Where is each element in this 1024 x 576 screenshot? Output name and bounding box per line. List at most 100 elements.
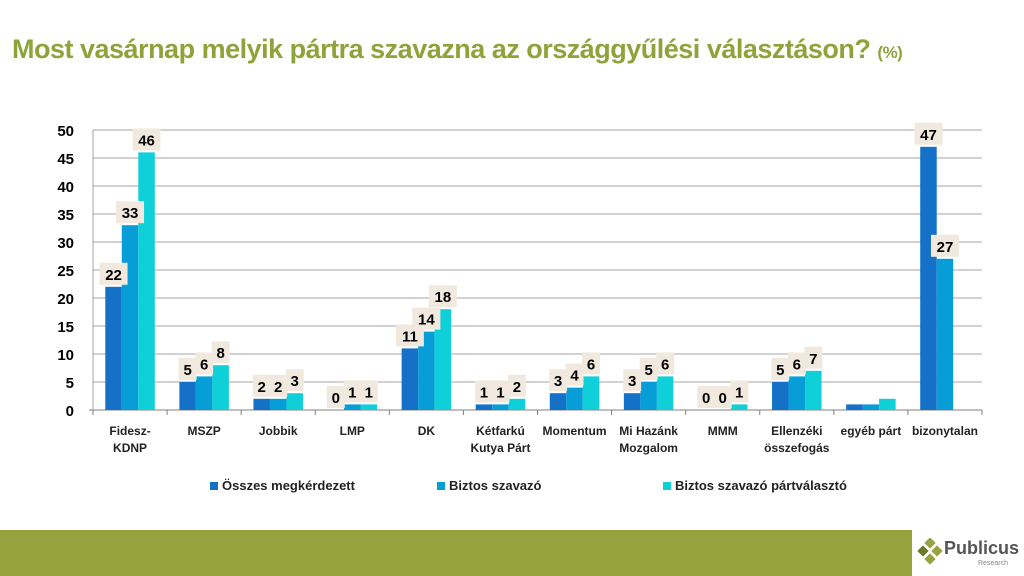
data-label: 18 [435,289,452,306]
x-tick-label: LMP [340,424,365,438]
data-label-bg [623,369,642,392]
y-tick-label: 5 [66,375,74,392]
legend-label: Biztos szavazó [449,478,542,493]
data-label: 2 [274,379,282,396]
data-label: 47 [920,127,937,144]
logo-subtext: Research [978,560,1008,567]
data-label-bg [99,262,128,285]
x-tick-label: DK [418,424,436,438]
data-label-bg [713,386,732,408]
y-tick-label: 10 [57,347,74,364]
data-label-bg [730,380,749,403]
bar [772,382,789,410]
x-tick-label: Mozgalom [619,441,678,455]
data-label-bg [639,358,658,380]
data-label-bg [359,380,378,403]
data-label: 0 [332,390,340,407]
y-tick-label: 35 [57,207,74,224]
data-label: 33 [122,205,139,222]
data-label-bg [412,307,441,330]
y-tick-label: 45 [57,151,74,168]
bar [138,152,155,410]
bar [344,404,361,410]
data-label: 5 [644,362,652,379]
x-tick-label: összefogás [764,441,830,455]
page-title: Most vasárnap melyik pártra szavazna az … [12,34,903,65]
data-label: 6 [793,356,801,373]
legend-swatch [210,481,218,490]
bar [253,398,270,410]
bar [286,393,303,410]
data-label: 2 [513,379,521,396]
title-main: Most vasárnap melyik pártra szavazna az … [12,34,871,64]
y-tick-label: 40 [57,179,74,196]
bar [920,146,937,411]
data-label-bg [428,285,457,308]
bar [862,404,880,410]
x-tick-label: Kétfarkú [476,424,525,438]
y-tick-label: 25 [57,263,74,280]
bar [730,404,748,410]
title-unit: (%) [877,43,903,62]
y-tick-label: 15 [57,319,74,336]
data-label: 8 [216,345,224,362]
data-label-bg [930,234,959,257]
data-label: 5 [776,362,784,379]
data-label-bg [285,369,304,392]
data-label: 6 [200,356,208,373]
bar [508,398,526,410]
bar [805,370,822,410]
data-label: 1 [496,384,504,401]
data-label: 4 [570,368,579,385]
data-label-bg [178,358,197,380]
x-tick-label: MSZP [187,424,220,438]
legend-swatch [663,481,671,490]
bar [401,348,419,410]
bar [879,398,896,410]
bar [105,286,122,410]
y-tick-label: 30 [57,235,74,252]
x-tick-label: KDNP [113,441,147,455]
data-label: 7 [809,351,817,368]
data-label: 14 [418,312,435,329]
legend-label: Biztos szavazó pártválasztó [675,478,847,493]
data-label: 2 [258,379,266,396]
data-label: 6 [661,356,669,373]
data-label-bg [771,358,790,380]
data-label: 6 [587,356,595,373]
x-tick-label: Momentum [543,424,607,438]
x-tick-label: Ellenzéki [771,424,822,438]
data-label-bg [549,369,568,392]
data-label: 1 [365,384,373,401]
y-tick-label: 50 [57,123,74,140]
data-label-bg [565,363,584,386]
x-tick-label: Mi Hazánk [619,424,678,438]
data-label-bg [697,386,716,408]
data-label-bg [582,352,601,375]
data-label-bg [491,380,510,403]
data-label: 0 [719,390,727,407]
x-tick-label: egyéb párt [841,424,902,438]
legend-item-2: Biztos szavazó pártválasztó [663,478,847,493]
data-label-bg [252,374,271,397]
bar [195,376,213,410]
bar [360,404,378,410]
y-tick-label: 20 [57,291,74,308]
data-label-bg [787,352,806,375]
data-label: 1 [735,384,743,401]
data-label: 5 [183,362,191,379]
data-label: 27 [937,239,954,256]
data-label: 3 [628,373,636,390]
bar [640,382,657,410]
bar [846,404,863,410]
legend-swatch [437,481,445,490]
data-label-bg [195,352,214,375]
data-label-bg [914,122,943,145]
data-label-bg [507,374,526,397]
bar [788,376,806,410]
x-tick-label: Kutya Párt [470,441,530,455]
bar [656,376,674,410]
x-tick-label: MMM [708,424,738,438]
data-label-bg [326,386,345,408]
bar [549,393,567,410]
